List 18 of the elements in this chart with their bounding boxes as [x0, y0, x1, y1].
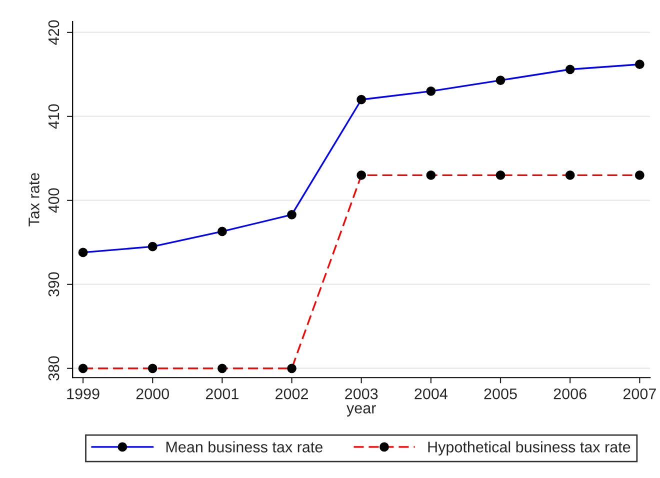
y-tick-label: 400: [48, 188, 60, 213]
x-tick-label: 2001: [206, 388, 238, 400]
x-tick-label: 2004: [414, 388, 448, 400]
x-axis-title: year: [346, 405, 376, 417]
y-tick-label: 390: [48, 272, 60, 297]
x-tick-label: 2007: [623, 388, 656, 400]
x-tick-label: 1999: [67, 388, 100, 400]
y-tick-label: 410: [48, 104, 60, 129]
x-tick-label: 2002: [276, 388, 308, 400]
legend-label: Hypothetical business tax rate: [428, 441, 630, 456]
y-axis-title: Tax rate: [28, 173, 40, 226]
x-tick-label: 2005: [484, 388, 517, 400]
x-tick-label: 2006: [554, 388, 586, 400]
y-tick-label: 380: [48, 356, 60, 381]
x-tick-label: 2000: [136, 388, 170, 400]
legend-label: Mean business tax rate: [166, 441, 322, 452]
y-tick-label: 420: [48, 20, 60, 45]
x-tick-label: 2003: [345, 388, 378, 400]
